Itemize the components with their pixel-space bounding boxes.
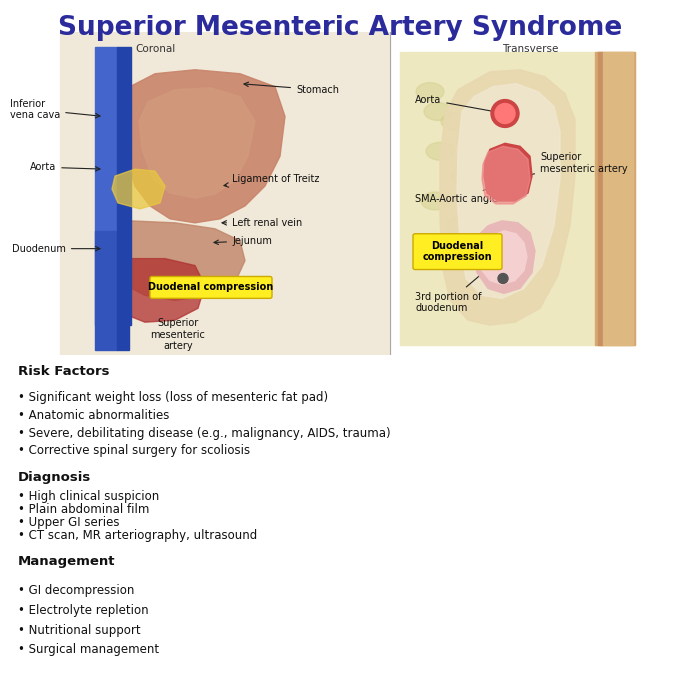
Text: SMA-Aortic angle: SMA-Aortic angle: [415, 180, 514, 204]
Text: Superior Mesenteric Artery Syndrome: Superior Mesenteric Artery Syndrome: [58, 15, 622, 41]
Text: Aorta: Aorta: [30, 162, 100, 172]
Bar: [117, 47, 131, 325]
Text: Risk Factors: Risk Factors: [18, 365, 109, 378]
Text: • Electrolyte repletion: • Electrolyte repletion: [18, 604, 149, 617]
Text: Superior
mesenteric
artery: Superior mesenteric artery: [150, 318, 205, 351]
Text: • CT scan, MR arteriography, ultrasound: • CT scan, MR arteriography, ultrasound: [18, 529, 257, 542]
Polygon shape: [482, 146, 530, 204]
FancyBboxPatch shape: [150, 277, 272, 298]
Text: Duodenal compression: Duodenal compression: [148, 283, 273, 292]
Text: • Corrective spinal surgery for scoliosis: • Corrective spinal surgery for scoliosi…: [18, 444, 250, 458]
Text: • GI decompression: • GI decompression: [18, 584, 135, 597]
Circle shape: [491, 100, 519, 127]
Text: • Anatomic abnormalities: • Anatomic abnormalities: [18, 409, 169, 422]
Polygon shape: [112, 169, 165, 209]
Bar: [595, 52, 635, 345]
Bar: [60, 32, 390, 355]
Text: Duodenum: Duodenum: [12, 244, 100, 254]
Text: Management: Management: [18, 555, 116, 568]
Text: Jejunum: Jejunum: [214, 236, 272, 246]
Polygon shape: [480, 231, 527, 285]
Bar: [400, 52, 635, 345]
Bar: [117, 231, 129, 350]
Polygon shape: [139, 87, 255, 198]
Text: Diagnosis: Diagnosis: [18, 471, 91, 485]
Ellipse shape: [424, 102, 452, 120]
Text: • Significant weight loss (loss of mesenteric fat pad): • Significant weight loss (loss of mesen…: [18, 391, 328, 404]
Text: • Upper GI series: • Upper GI series: [18, 516, 120, 529]
Circle shape: [495, 104, 515, 123]
Text: Duodenal
compression: Duodenal compression: [422, 241, 492, 262]
Ellipse shape: [426, 142, 454, 160]
Text: Inferior
vena cava: Inferior vena cava: [10, 99, 100, 120]
FancyBboxPatch shape: [413, 234, 502, 269]
Polygon shape: [484, 143, 532, 201]
Circle shape: [498, 273, 508, 283]
Ellipse shape: [446, 217, 474, 235]
Text: Transverse: Transverse: [502, 44, 558, 54]
Ellipse shape: [451, 167, 479, 185]
Polygon shape: [107, 258, 205, 322]
Text: Superior
mesenteric artery: Superior mesenteric artery: [514, 152, 628, 180]
Bar: [95, 47, 117, 325]
Bar: [598, 52, 603, 345]
Text: Coronal: Coronal: [135, 44, 175, 54]
Text: • Surgical management: • Surgical management: [18, 643, 159, 656]
Text: Left renal vein: Left renal vein: [222, 218, 302, 228]
Ellipse shape: [421, 192, 449, 210]
Text: Ligament of Treitz: Ligament of Treitz: [224, 174, 320, 187]
Polygon shape: [122, 70, 285, 223]
Polygon shape: [440, 70, 575, 325]
Text: • Nutritional support: • Nutritional support: [18, 624, 141, 637]
Bar: [603, 52, 633, 345]
Polygon shape: [106, 221, 245, 300]
Text: 3rd portion of
duodenum: 3rd portion of duodenum: [415, 271, 485, 313]
Text: Aorta: Aorta: [415, 95, 501, 114]
Text: Stomach: Stomach: [244, 82, 339, 95]
Text: • Severe, debilitating disease (e.g., malignancy, AIDS, trauma): • Severe, debilitating disease (e.g., ma…: [18, 427, 391, 439]
Ellipse shape: [416, 83, 444, 100]
Polygon shape: [457, 83, 560, 298]
Polygon shape: [474, 221, 535, 293]
Ellipse shape: [441, 112, 469, 131]
Ellipse shape: [456, 133, 484, 150]
Text: • Plain abdominal film: • Plain abdominal film: [18, 503, 150, 516]
Text: • High clinical suspicion: • High clinical suspicion: [18, 491, 159, 503]
Bar: [95, 231, 117, 350]
